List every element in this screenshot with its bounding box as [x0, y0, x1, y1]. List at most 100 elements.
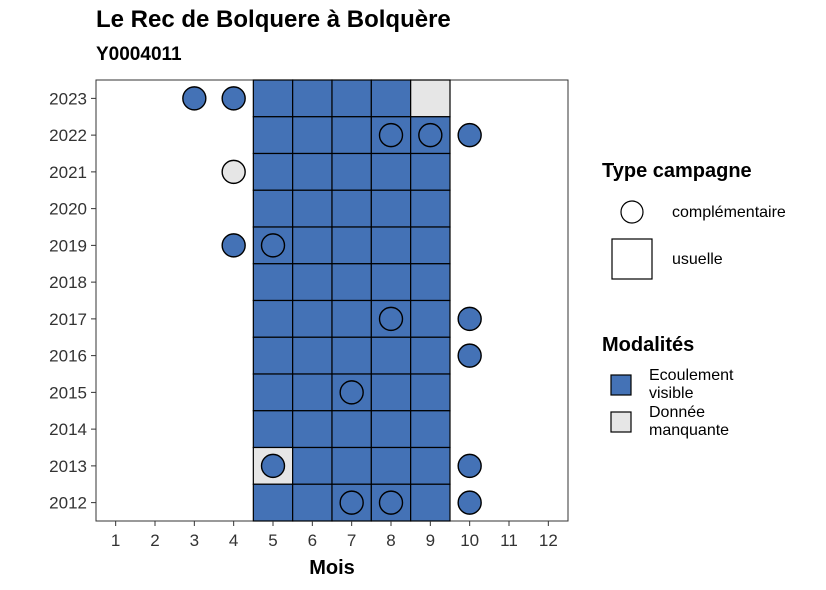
usual-cell-2015-8 [370, 373, 412, 412]
usual-cell-2018-7 [331, 263, 372, 302]
usual-cell-2021-6 [292, 152, 333, 191]
y-tick-label-2017: 2017 [49, 310, 87, 329]
legend-type-title: Type campagne [602, 160, 752, 182]
y-tick-label-2016: 2016 [49, 347, 87, 366]
y-tick-label-2018: 2018 [49, 273, 87, 292]
legend-type-keys [611, 200, 653, 280]
complementary-point-2021-4 [221, 159, 246, 185]
legend-usuelle-label: usuelle [672, 251, 723, 268]
complementary-point-2019-4 [221, 233, 246, 258]
usual-cell-2019-6 [292, 226, 333, 265]
x-tick-label-8: 8 [386, 531, 395, 550]
usual-cell-2021-9 [410, 152, 451, 191]
usual-cell-2017-5 [252, 299, 294, 338]
x-tick-label-3: 3 [190, 531, 199, 550]
complementary-point-2022-9 [418, 122, 443, 148]
legend-modalites-keys [610, 374, 632, 433]
x-tick-label-12: 12 [539, 531, 558, 550]
usual-cell-2019-9 [410, 226, 451, 265]
complementary-point-2012-10 [457, 490, 482, 515]
usual-cell-2015-5 [252, 373, 294, 412]
legend-manquante-label: Donnée manquante [649, 404, 730, 439]
usual-cell-2018-6 [292, 263, 333, 302]
usual-cell-2017-6 [292, 299, 333, 338]
complementary-point-2015-7 [339, 380, 364, 405]
complementary-point-2013-5 [260, 453, 286, 479]
complementary-point-2017-10 [457, 306, 482, 332]
complementary-point-2013-10 [457, 453, 482, 479]
complementary-points [182, 86, 482, 515]
usual-cell-2023-6 [292, 79, 333, 118]
complementary-point-2012-8 [378, 490, 404, 515]
complementary-point-2023-4 [221, 86, 246, 111]
y-tick-label-2013: 2013 [49, 457, 87, 476]
usual-cell-2017-9 [410, 299, 451, 338]
y-tick-label-2021: 2021 [49, 163, 87, 182]
usual-cell-2020-6 [292, 189, 333, 228]
usual-cell-2019-7 [331, 226, 372, 265]
y-axis: 2012 2013 2014 2015 2016 2017 2018 2019 2020 2021… [49, 89, 96, 513]
x-tick-label-11: 11 [500, 531, 518, 550]
usual-cell-2016-6 [292, 336, 333, 375]
usual-cell-2013-9 [410, 446, 451, 485]
usual-cell-2012-9 [410, 483, 451, 522]
x-tick-label-10: 10 [460, 531, 479, 550]
y-tick-label-2020: 2020 [49, 200, 87, 219]
x-axis-title: Mois [309, 557, 355, 579]
usual-cell-2014-8 [370, 410, 412, 449]
x-tick-label-7: 7 [347, 531, 356, 550]
usual-cell-2013-6 [292, 446, 333, 485]
complementary-point-2022-8 [378, 122, 404, 148]
y-tick-label-2014: 2014 [49, 420, 87, 439]
usual-cell-2020-5 [252, 189, 294, 228]
usual-cell-2018-9 [410, 263, 451, 302]
usual-cell-2016-5 [252, 336, 294, 375]
usual-cell-2016-9 [410, 336, 451, 375]
usual-cell-2013-8 [370, 446, 412, 485]
complementary-point-2019-5 [260, 233, 286, 258]
usual-cell-2021-8 [370, 152, 412, 191]
y-tick-label-2012: 2012 [49, 494, 87, 513]
chart-subtitle: Y0004011 [96, 44, 182, 65]
complementary-point-2022-10 [457, 122, 482, 148]
usual-cell-2013-7 [331, 446, 372, 485]
usual-cell-2012-6 [292, 483, 333, 522]
x-tick-label-5: 5 [268, 531, 277, 550]
y-tick-label-2015: 2015 [49, 383, 87, 402]
chart-title: Le Rec de Bolquere à Bolquère [96, 6, 451, 33]
usual-cell-2020-8 [370, 189, 412, 228]
usual-cell-2015-9 [410, 373, 451, 412]
y-tick-label-2019: 2019 [49, 236, 87, 255]
legend-modalites-title: Modalités [602, 334, 695, 356]
legend-complementaire-label: complémentaire [672, 204, 786, 221]
usual-cell-2014-5 [252, 410, 294, 449]
x-tick-label-4: 4 [229, 531, 238, 550]
usual-cell-2022-7 [331, 116, 372, 155]
usual-cell-2023-9 [410, 79, 451, 118]
y-tick-label-2023: 2023 [49, 89, 87, 108]
x-tick-label-6: 6 [308, 531, 317, 550]
usual-cell-2023-5 [252, 79, 294, 118]
usual-cells [252, 79, 451, 522]
usual-cell-2023-7 [331, 79, 372, 118]
usual-cell-2021-7 [331, 152, 372, 191]
usual-cell-2012-5 [252, 483, 294, 522]
usual-cell-2014-9 [410, 410, 451, 449]
complementary-point-2016-10 [457, 343, 482, 368]
legend-square-key [611, 238, 653, 280]
legend-manquante-swatch [610, 411, 632, 433]
usual-cell-2014-7 [331, 410, 372, 449]
legend-ecoulement-swatch [610, 374, 632, 396]
usual-cell-2022-6 [292, 116, 333, 155]
usual-cell-2019-8 [370, 226, 412, 265]
usual-cell-2021-5 [252, 152, 294, 191]
usual-cell-2020-7 [331, 189, 372, 228]
y-tick-label-2022: 2022 [49, 126, 87, 145]
usual-cell-2023-8 [370, 79, 412, 118]
complementary-point-2012-7 [339, 490, 364, 515]
usual-cell-2014-6 [292, 410, 333, 449]
usual-cell-2016-8 [370, 336, 412, 375]
x-tick-label-2: 2 [150, 531, 159, 550]
complementary-point-2017-8 [378, 306, 404, 332]
